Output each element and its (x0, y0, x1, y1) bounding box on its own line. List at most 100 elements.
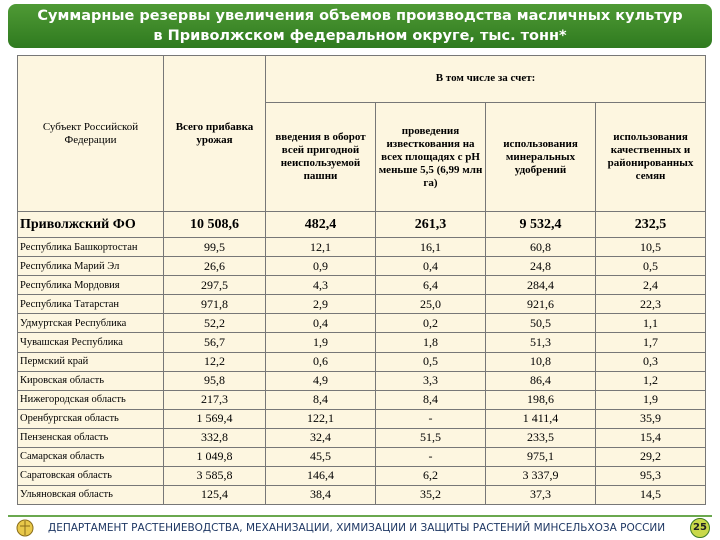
cell-value: 25,0 (375, 294, 486, 315)
footer-text: ДЕПАРТАМЕНТ РАСТЕНИЕВОДСТВА, МЕХАНИЗАЦИИ… (48, 522, 666, 534)
cell-value: - (375, 446, 486, 467)
cell-value: 297,5 (163, 275, 266, 296)
table-row: Кировская область 95,8 4,9 3,3 86,4 1,2 (17, 370, 707, 391)
table-row: Чувашская Республика 56,7 1,9 1,8 51,3 1,7 (17, 332, 707, 353)
cell-value: 12,1 (265, 237, 376, 258)
cell-value: 10 508,6 (163, 211, 266, 239)
table-row: Приволжский ФО 10 508,6 482,4 261,3 9 532,4 2… (17, 211, 707, 239)
cell-value: 1 049,8 (163, 446, 266, 467)
cell-value: 1 569,4 (163, 408, 266, 429)
cell-value: 122,1 (265, 408, 376, 429)
cell-value: 10,8 (485, 351, 596, 372)
cell-value: 51,5 (375, 427, 486, 448)
cell-value: 51,3 (485, 332, 596, 353)
group-header: В том числе за счет: (264, 55, 707, 103)
column-header: использования качественных и районирован… (594, 101, 707, 213)
footer: ДЕПАРТАМЕНТ РАСТЕНИЕВОДСТВА, МЕХАНИЗАЦИИ… (8, 515, 712, 539)
cell-value: 1,9 (594, 389, 707, 410)
table-row: Ульяновская область 125,4 38,4 35,2 37,3 14,5 (17, 484, 707, 506)
region-name: Республика Башкортостан (17, 237, 164, 258)
cell-value: 0,5 (594, 256, 707, 277)
cell-value: 24,8 (485, 256, 596, 277)
cell-value: 0,4 (265, 313, 376, 334)
table-row: Республика Башкортостан 99,5 12,1 16,1 60,8 1… (17, 237, 707, 258)
column-header: Субъект Российской Федерации (17, 54, 164, 213)
cell-value: 95,3 (594, 465, 707, 486)
cell-value: 6,2 (375, 465, 486, 486)
title-line: в Приволжском федеральном округе, тыс. т… (153, 28, 567, 44)
cell-value: 0,4 (375, 256, 486, 277)
cell-value: 332,8 (163, 427, 266, 448)
table-row: Нижегородская область 217,3 8,4 8,4 198,6 1,9 (17, 389, 707, 410)
cell-value: 198,6 (485, 389, 596, 410)
cell-value: 0,5 (375, 351, 486, 372)
table-row: Республика Марий Эл 26,6 0,9 0,4 24,8 0,5 (17, 256, 707, 277)
table-row: Республика Татарстан 971,8 2,9 25,0 921,6 22,… (17, 294, 707, 315)
cell-value: 29,2 (594, 446, 707, 467)
cell-value: 95,8 (163, 370, 266, 391)
cell-value: 35,9 (594, 408, 707, 429)
cell-value: 233,5 (485, 427, 596, 448)
column-header: Всего прибавка урожая (163, 54, 266, 213)
cell-value: 3,3 (375, 370, 486, 391)
cell-value: 15,4 (594, 427, 707, 448)
region-name: Пензенская область (17, 427, 164, 448)
region-name: Республика Марий Эл (17, 256, 164, 277)
region-name: Оренбургская область (17, 408, 164, 429)
cell-value: 52,2 (163, 313, 266, 334)
cell-value: 32,4 (265, 427, 376, 448)
cell-value: 232,5 (594, 211, 707, 239)
cell-value: 99,5 (163, 237, 266, 258)
table-row: Пермский край 12,2 0,6 0,5 10,8 0,3 (17, 351, 707, 372)
cell-value: 0,6 (265, 351, 376, 372)
cell-value: 482,4 (265, 211, 376, 239)
table-row: Оренбургская область 1 569,4 122,1-1 411,4… (17, 408, 707, 429)
cell-value: 146,4 (265, 465, 376, 486)
cell-value: 125,4 (163, 484, 266, 506)
region-name: Кировская область (17, 370, 164, 391)
cell-value: 9 532,4 (485, 211, 596, 239)
region-name: Удмуртская Республика (17, 313, 164, 334)
cell-value: 4,3 (265, 275, 376, 296)
cell-value: 6,4 (375, 275, 486, 296)
region-name: Ульяновская область (17, 484, 164, 506)
header-row: введения в оборот всей пригодной неиспол… (18, 101, 707, 213)
cell-value: 3 585,8 (163, 465, 266, 486)
cell-value: 284,4 (485, 275, 596, 296)
logo (16, 519, 34, 537)
cell-value: 0,3 (594, 351, 707, 372)
cell-value: 2,9 (265, 294, 376, 315)
cell-value: 26,6 (163, 256, 266, 277)
cell-value: 0,2 (375, 313, 486, 334)
region-name: Саратовская область (17, 465, 164, 486)
cell-value: 56,7 (163, 332, 266, 353)
cell-value: 1,2 (594, 370, 707, 391)
cell-value: 86,4 (485, 370, 596, 391)
column-header: использования минеральных удобрений (485, 101, 596, 213)
cell-value: 2,4 (594, 275, 707, 296)
table-row: Самарская область 1 049,8 45,5-975,1 29,2 (17, 446, 707, 467)
cell-value: 0,9 (265, 256, 376, 277)
cell-value: 37,3 (485, 484, 596, 506)
cell-value: 3 337,9 (485, 465, 596, 486)
cell-value: 10,5 (594, 237, 707, 258)
cell-value: 50,5 (485, 313, 596, 334)
region-name: Нижегородская область (17, 389, 164, 410)
table-row: Пензенская область 332,8 32,4 51,5 233,5 15,4 (17, 427, 707, 448)
cell-value: 22,3 (594, 294, 707, 315)
title-line: Суммарные резервы увеличения объемов про… (37, 8, 683, 24)
data-table: Субъект Российской Федерации Всего прибав… (17, 54, 707, 506)
region-name: Чувашская Республика (17, 332, 164, 353)
title-banner: Суммарные резервы увеличения объемов про… (8, 4, 712, 48)
cell-value: 217,3 (163, 389, 266, 410)
region-name: Самарская область (17, 446, 164, 467)
cell-value: 1 411,4 (485, 408, 596, 429)
cell-value: 975,1 (485, 446, 596, 467)
cell-value: 4,9 (265, 370, 376, 391)
cell-value: - (375, 408, 486, 429)
column-header: введения в оборот всей пригодной неиспол… (265, 101, 376, 213)
cell-value: 14,5 (594, 484, 707, 506)
table-row: Саратовская область 3 585,8 146,4 6,2 3 337,… (17, 465, 707, 486)
table-row: Удмуртская Республика 52,2 0,4 0,2 50,5 1,1 (17, 313, 707, 334)
